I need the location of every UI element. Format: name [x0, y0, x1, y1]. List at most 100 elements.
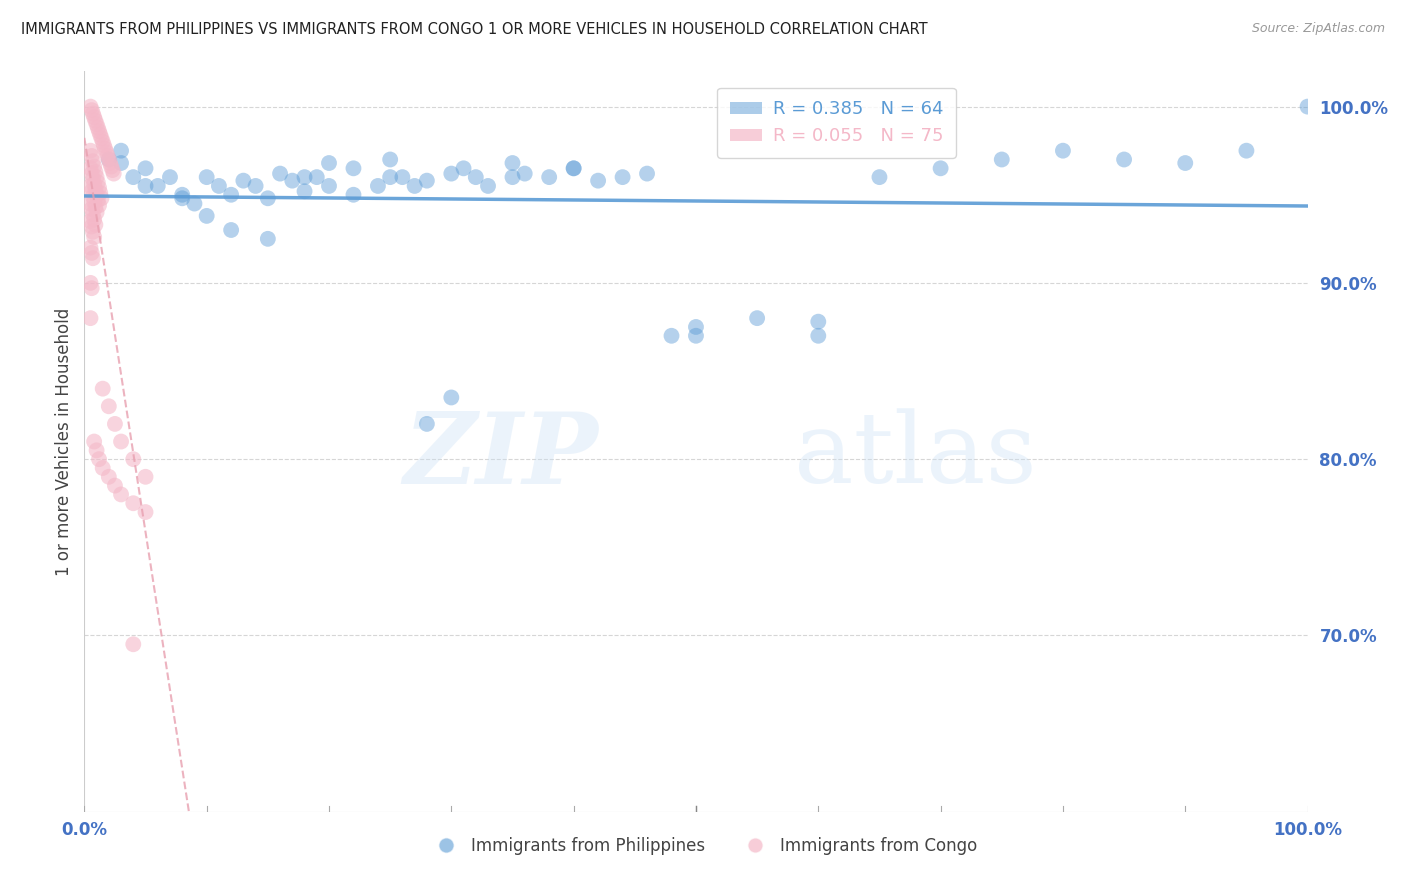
Point	[477, 178, 499, 193]
Point	[97, 399, 120, 413]
Point	[86, 117, 108, 131]
Point	[86, 187, 108, 202]
Point	[90, 131, 112, 145]
Legend: Immigrants from Philippines, Immigrants from Congo: Immigrants from Philippines, Immigrants …	[422, 830, 984, 862]
Point	[257, 232, 280, 246]
Point	[586, 174, 609, 188]
Point	[1296, 100, 1319, 114]
Point	[305, 170, 328, 185]
Point	[89, 186, 111, 200]
Point	[79, 276, 101, 290]
Point	[172, 191, 194, 205]
Point	[685, 320, 707, 334]
Point	[80, 167, 103, 181]
Point	[538, 170, 561, 185]
Point	[87, 193, 110, 207]
Point	[80, 202, 103, 216]
Point	[110, 487, 132, 501]
Point	[83, 160, 105, 174]
Point	[1174, 156, 1197, 170]
Point	[86, 205, 108, 219]
Point	[94, 142, 117, 156]
Point	[416, 174, 439, 188]
Point	[367, 178, 389, 193]
Point	[562, 161, 585, 176]
Point	[87, 452, 110, 467]
Point	[79, 178, 101, 193]
Point	[83, 434, 105, 449]
Point	[135, 178, 157, 193]
Legend: R = 0.385   N = 64, R = 0.055   N = 75: R = 0.385 N = 64, R = 0.055 N = 75	[717, 87, 956, 158]
Point	[110, 144, 132, 158]
Point	[513, 167, 536, 181]
Point	[91, 135, 114, 149]
Point	[93, 138, 115, 153]
Point	[86, 170, 108, 185]
Point	[245, 178, 267, 193]
Point	[79, 311, 101, 326]
Point	[342, 187, 364, 202]
Point	[135, 161, 157, 176]
Point	[685, 328, 707, 343]
Point	[183, 196, 205, 211]
Point	[84, 218, 107, 232]
Point	[84, 200, 107, 214]
Point	[122, 637, 145, 651]
Point	[82, 106, 104, 120]
Point	[380, 170, 402, 185]
Point	[80, 281, 103, 295]
Point	[84, 113, 107, 128]
Point	[101, 163, 124, 178]
Point	[661, 328, 683, 343]
Point	[159, 170, 181, 185]
Point	[83, 194, 105, 209]
Text: atlas: atlas	[794, 409, 1036, 504]
Point	[87, 175, 110, 190]
Point	[464, 170, 486, 185]
Point	[83, 212, 105, 227]
Point	[747, 311, 769, 326]
Point	[79, 214, 101, 228]
Point	[79, 161, 101, 176]
Point	[83, 177, 105, 191]
Point	[502, 170, 524, 185]
Point	[104, 478, 127, 492]
Point	[100, 160, 122, 174]
Point	[122, 170, 145, 185]
Point	[135, 470, 157, 484]
Point	[991, 153, 1014, 167]
Point	[807, 315, 830, 329]
Point	[84, 182, 107, 196]
Point	[80, 103, 103, 117]
Point	[98, 156, 121, 170]
Point	[1236, 144, 1258, 158]
Point	[342, 161, 364, 176]
Point	[82, 172, 104, 186]
Point	[269, 167, 291, 181]
Point	[97, 153, 120, 167]
Point	[404, 178, 426, 193]
Point	[82, 225, 104, 239]
Text: IMMIGRANTS FROM PHILIPPINES VS IMMIGRANTS FROM CONGO 1 OR MORE VEHICLES IN HOUSE: IMMIGRANTS FROM PHILIPPINES VS IMMIGRANT…	[21, 22, 928, 37]
Point	[91, 461, 114, 475]
Point	[1114, 153, 1136, 167]
Point	[82, 207, 104, 221]
Point	[195, 209, 218, 223]
Text: 0.0%: 0.0%	[62, 821, 107, 838]
Point	[391, 170, 413, 185]
Text: ZIP: ZIP	[404, 409, 598, 505]
Point	[294, 184, 316, 198]
Point	[122, 452, 145, 467]
Point	[97, 149, 120, 163]
Point	[208, 178, 231, 193]
Point	[440, 167, 463, 181]
Point	[195, 170, 218, 185]
Point	[91, 382, 114, 396]
Point	[79, 100, 101, 114]
Point	[294, 170, 316, 185]
Point	[87, 120, 110, 135]
Point	[97, 153, 120, 167]
Point	[318, 178, 340, 193]
Text: 100.0%: 100.0%	[1272, 821, 1343, 838]
Point	[83, 230, 105, 244]
